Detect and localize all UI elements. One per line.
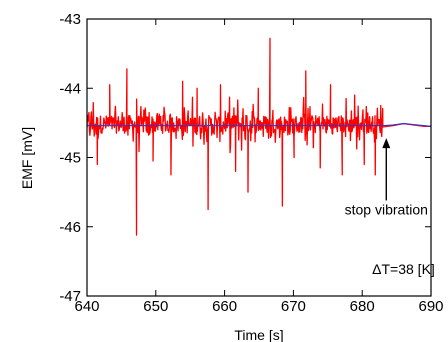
- x-axis-label: Time [s]: [234, 327, 283, 342]
- x-tick-label: 670: [281, 298, 306, 315]
- x-tick-label: 680: [350, 298, 375, 315]
- plot-frame: [86, 18, 432, 297]
- y-tick-label: -47: [59, 288, 81, 305]
- x-tick-label: 660: [212, 298, 237, 315]
- x-tick-label: 690: [418, 298, 443, 315]
- y-tick-label: -46: [59, 219, 81, 236]
- x-tick-label: 640: [74, 298, 99, 315]
- y-tick-label: -43: [59, 11, 81, 28]
- y-tick-label: -44: [59, 80, 81, 97]
- delta-t-label: ΔT=38 [K]: [372, 261, 435, 277]
- y-tick-label: -45: [59, 150, 81, 167]
- stop-arrow-head: [382, 138, 391, 149]
- emf-signal-line: [87, 37, 431, 236]
- stop-vibration-label: stop vibration: [345, 201, 428, 217]
- x-tick-label: 650: [143, 298, 168, 315]
- y-axis-label: EMF [mV]: [19, 127, 35, 189]
- emf-reference-line: [87, 123, 431, 127]
